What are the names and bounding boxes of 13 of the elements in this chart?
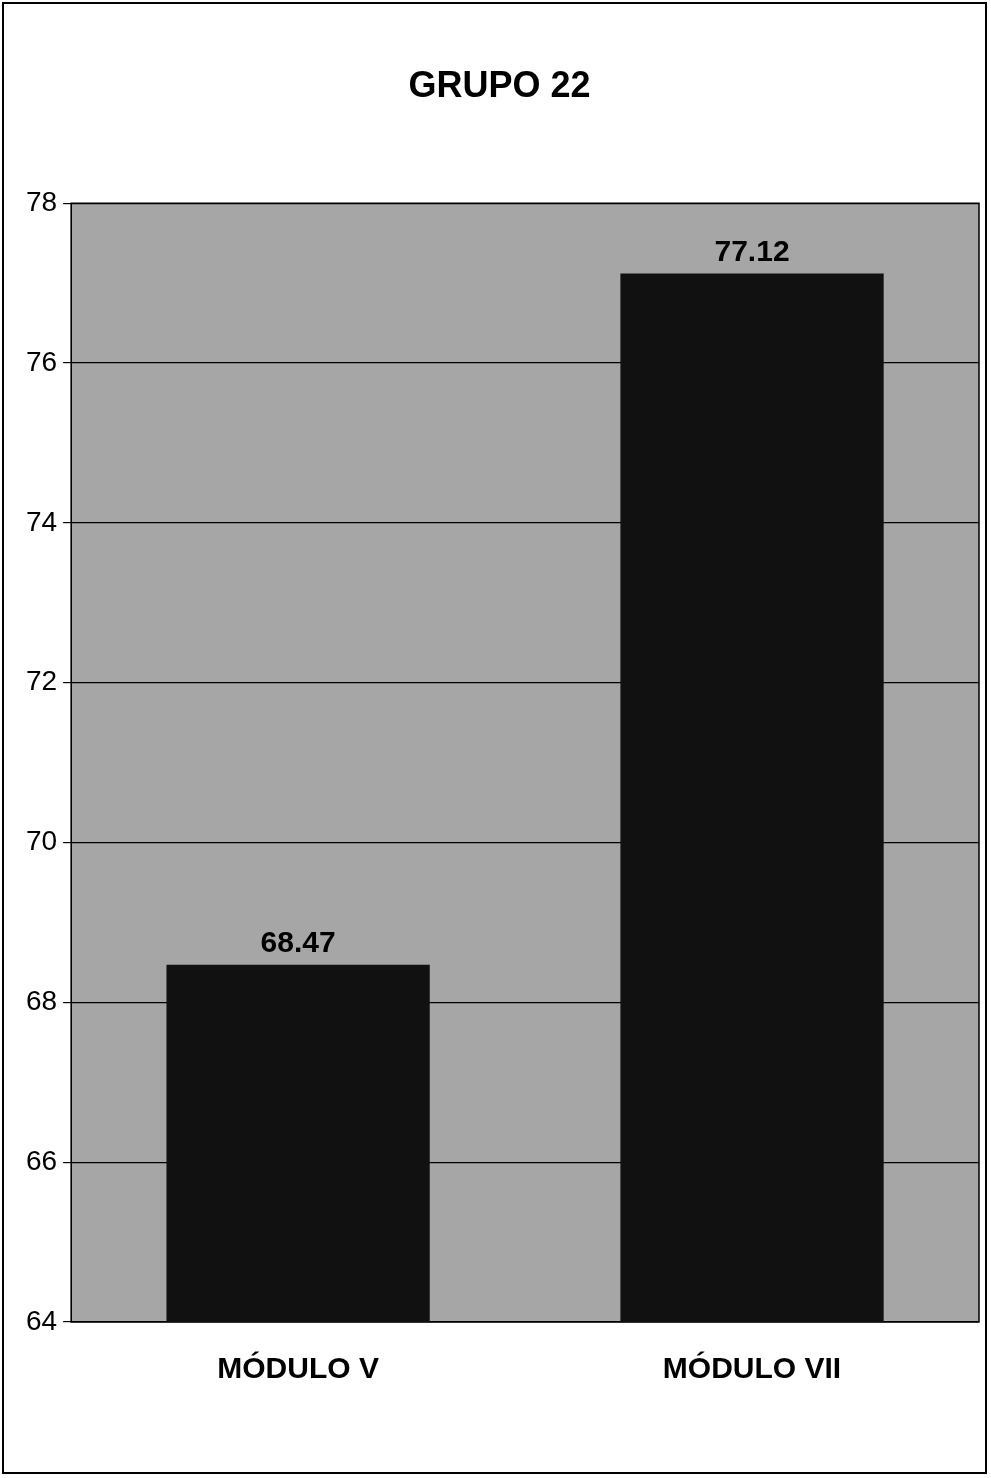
y-tick-label: 70	[25, 825, 58, 857]
y-tick-label: 66	[25, 1144, 58, 1176]
data-label: 68.47	[260, 925, 336, 959]
y-tick-label: 64	[25, 1304, 58, 1336]
x-tick-label: MÓDULO V	[217, 1351, 379, 1385]
y-tick-label: 76	[25, 345, 58, 377]
data-label: 77.12	[714, 233, 790, 267]
y-tick-label: 72	[25, 665, 58, 697]
y-tick-label: 68	[25, 985, 58, 1017]
y-tick-label: 78	[25, 185, 58, 217]
y-tick-label: 74	[25, 505, 58, 537]
x-tick-label: MÓDULO VII	[662, 1351, 842, 1385]
chart-title: GRUPO 22	[408, 63, 591, 105]
